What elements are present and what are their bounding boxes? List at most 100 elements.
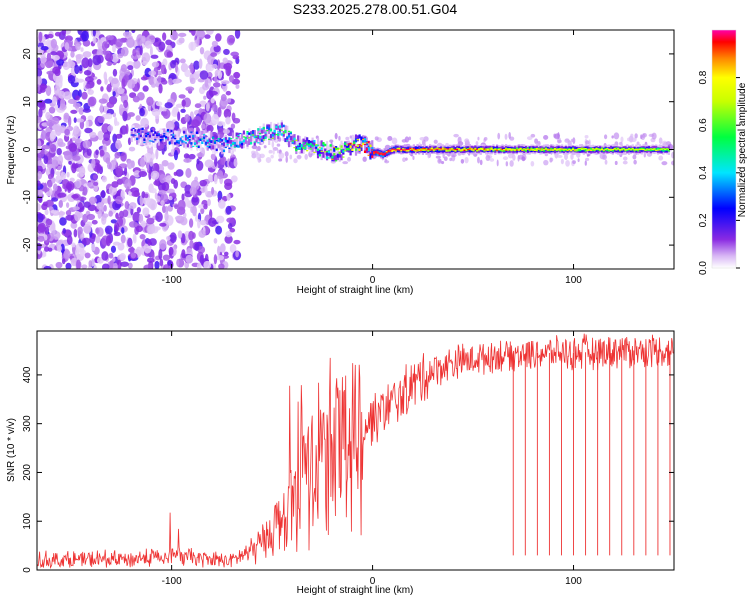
- noise-blob: [139, 45, 143, 56]
- ridge-cell: [289, 131, 292, 135]
- ridge-cell: [635, 149, 638, 151]
- ridge-cell: [503, 148, 506, 151]
- ridge-cell: [177, 134, 180, 144]
- noise-blob: [193, 60, 200, 70]
- noise-blob: [75, 43, 81, 51]
- ridge-cell: [378, 152, 381, 156]
- ridge-cell: [240, 136, 244, 146]
- noise-blob: [223, 108, 232, 119]
- noise-blob: [658, 155, 664, 161]
- ridge-cell: [183, 141, 186, 143]
- noise-blob: [127, 237, 133, 248]
- ridge-cell: [354, 134, 358, 141]
- ridge-cell: [387, 150, 390, 152]
- ridge-cell: [416, 149, 419, 151]
- noise-blob: [121, 78, 126, 90]
- ridge-cell: [300, 144, 303, 146]
- ridge-cell: [195, 145, 198, 147]
- noise-blob: [199, 70, 209, 80]
- noise-blob: [453, 133, 459, 138]
- ridge-cell: [159, 138, 162, 142]
- ridge-cell: [201, 138, 204, 140]
- noise-blob: [48, 206, 53, 211]
- ridge-cell: [251, 131, 255, 134]
- noise-blob: [74, 138, 81, 147]
- ridge-cell: [358, 143, 361, 146]
- ridge-cell: [465, 149, 468, 151]
- noise-blob: [72, 155, 81, 161]
- noise-blob: [106, 61, 113, 67]
- noise-blob: [217, 245, 221, 256]
- ridge-cell: [206, 145, 209, 148]
- ridge-cell: [338, 153, 341, 158]
- ridge-cell: [535, 148, 538, 152]
- ridge-cell: [438, 148, 441, 150]
- noise-blob: [526, 136, 533, 141]
- ridge-cell: [309, 148, 312, 150]
- noise-blob: [497, 132, 501, 140]
- ridge-cell: [217, 144, 220, 149]
- ridge-cell: [206, 144, 209, 151]
- ridge-cell: [333, 153, 336, 156]
- noise-blob: [570, 138, 574, 143]
- noise-blob: [502, 156, 509, 161]
- ridge-cell: [443, 148, 446, 150]
- noise-blob: [101, 41, 108, 51]
- ridge-cell: [369, 144, 372, 148]
- noise-blob: [45, 111, 51, 120]
- noise-blob: [204, 34, 211, 39]
- ridge-cell: [154, 131, 157, 134]
- ridge-cell: [226, 140, 229, 147]
- noise-blob: [584, 135, 589, 139]
- ridge-cell: [369, 143, 372, 153]
- noise-blob: [162, 254, 171, 261]
- ridge-cell: [385, 152, 388, 154]
- noise-blob: [158, 189, 166, 195]
- noise-blob: [584, 160, 587, 166]
- ridge-cell: [333, 155, 336, 162]
- ridge-cell: [271, 134, 274, 137]
- ridge-cell: [230, 143, 233, 150]
- noise-blob: [75, 118, 85, 123]
- ridge-cell: [221, 148, 224, 155]
- noise-blob: [204, 159, 214, 168]
- ridge-cell: [667, 149, 670, 152]
- ridge-cell: [250, 141, 253, 145]
- ridge-cell: [161, 139, 164, 141]
- noise-blob: [75, 178, 82, 189]
- ridge-cell: [250, 131, 253, 136]
- noise-blob: [210, 52, 218, 57]
- ridge-cell: [177, 130, 180, 137]
- ridge-cell: [195, 140, 198, 145]
- ridge-cell: [448, 148, 452, 150]
- noise-blob: [100, 190, 106, 199]
- noise-blob: [51, 197, 59, 202]
- noise-blob: [205, 30, 214, 35]
- noise-blob: [37, 180, 41, 187]
- ridge-cell: [438, 148, 441, 151]
- ridge-cell: [318, 146, 321, 149]
- noise-blob: [105, 113, 113, 120]
- noise-blob: [483, 137, 488, 141]
- ridge-cell: [311, 140, 314, 145]
- noise-blob: [64, 128, 70, 136]
- ridge-cell: [208, 143, 211, 145]
- noise-blob: [504, 133, 508, 140]
- ridge-cell: [268, 124, 271, 129]
- noise-blob: [225, 116, 231, 125]
- ridge-cell: [627, 148, 631, 150]
- noise-blob: [132, 211, 141, 223]
- ridge-cell: [391, 148, 394, 150]
- ridge-cell: [562, 148, 566, 152]
- ridge-cell: [277, 131, 280, 133]
- y-tick-label: -10: [22, 190, 33, 205]
- ridge-cell: [188, 139, 191, 141]
- ridge-cell: [597, 148, 600, 150]
- noise-blob: [147, 224, 156, 235]
- ridge-cell: [624, 149, 627, 151]
- noise-blob: [69, 177, 75, 183]
- ridge-cell: [376, 152, 379, 154]
- noise-blob: [204, 78, 209, 88]
- ridge-cell: [184, 129, 188, 136]
